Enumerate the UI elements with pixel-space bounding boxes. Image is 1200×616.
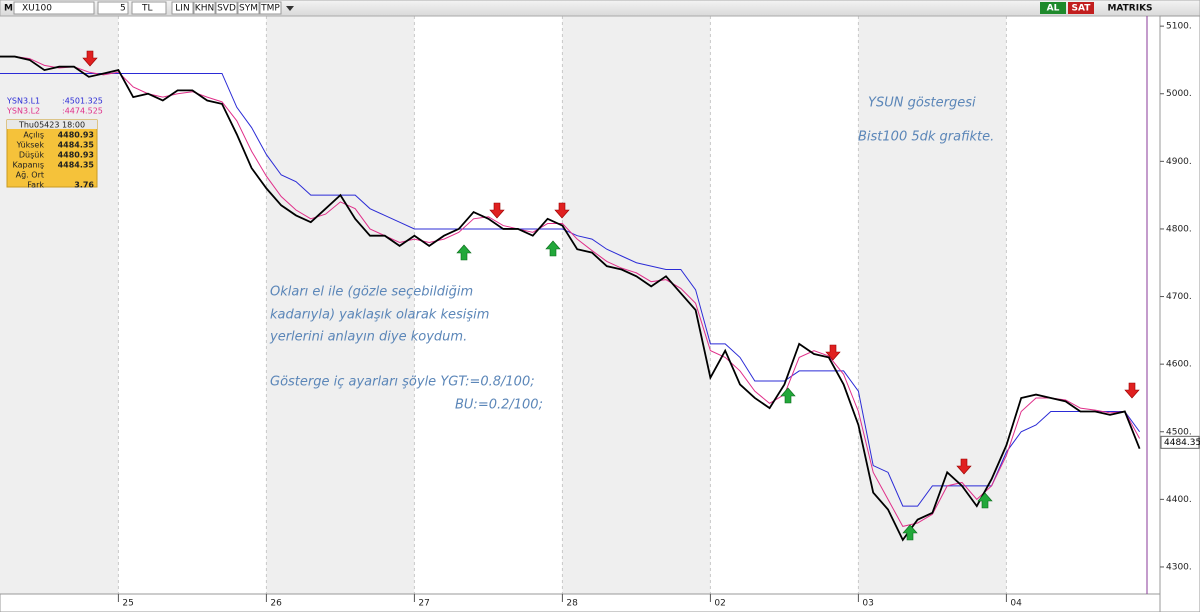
- toolbar-button-label: SVD: [217, 4, 236, 14]
- annotation: yerlerini anlayın diye koydum.: [269, 330, 467, 345]
- info-value: 4480.93: [58, 131, 94, 140]
- y-tick-label: 4500.: [1166, 427, 1192, 437]
- info-header-bg: [7, 120, 97, 129]
- buy-button[interactable]: [1040, 2, 1066, 14]
- legend-name: YSN3.L2: [6, 107, 40, 116]
- y-tick-label: 4600.: [1166, 360, 1192, 370]
- toolbar-button[interactable]: [237, 1, 260, 15]
- last-price-label: 4484.35: [1164, 438, 1200, 448]
- annotation: Bist100 5dk grafikte.: [858, 130, 994, 145]
- annotation: Okları el ile (gözle seçebildiğim: [270, 285, 473, 300]
- info-header: Thu05423 18:00: [18, 121, 85, 130]
- last-price-box: [1160, 435, 1200, 449]
- brand: MATRIKS: [1107, 4, 1152, 14]
- indicator-line: [0, 72, 1141, 507]
- price-line: [0, 55, 1141, 542]
- info-box-bg: [6, 119, 98, 188]
- x-tick-label: 04: [1010, 599, 1022, 609]
- x-tick-label: 28: [566, 599, 578, 609]
- symbol: XU100: [22, 4, 52, 14]
- toolbar-button[interactable]: [171, 1, 194, 15]
- x-axis-panel: [0, 593, 1161, 613]
- info-label: Açılış: [23, 131, 44, 140]
- info-value: 4480.93: [58, 151, 94, 160]
- annotation: kadarıyla) yaklaşık olarak kesişim: [270, 308, 489, 323]
- toolbar-button-label: LIN: [175, 4, 189, 14]
- day-band: [266, 16, 415, 594]
- day-band: [118, 16, 267, 594]
- y-tick-label: 4400.: [1166, 495, 1192, 505]
- day-band: [0, 16, 119, 594]
- toolbar-button[interactable]: [193, 1, 216, 15]
- plot-area: [0, 55, 1141, 542]
- toolbar-button-label: SYM: [239, 4, 258, 14]
- info-label: Düşük: [19, 151, 44, 160]
- info-label: Fark: [27, 181, 44, 190]
- day-band: [710, 16, 859, 594]
- legend-value: :4501.325: [62, 97, 103, 106]
- legend: YSN3.L1 :4501.325 YSN3.L2 :4474.525: [6, 97, 103, 116]
- day-bands: [0, 16, 1160, 594]
- logo: M: [4, 4, 13, 14]
- legend-name: YSN3.L1: [6, 97, 40, 106]
- sell-label: SAT: [1072, 4, 1092, 14]
- toolbar-button[interactable]: [215, 1, 238, 15]
- info-label: Yüksek: [16, 141, 45, 150]
- currency-box[interactable]: [131, 1, 167, 15]
- toolbar-button-label: KHN: [195, 4, 214, 14]
- annotation: YSUN göstergesi: [868, 96, 976, 111]
- info-value: 4484.35: [58, 141, 95, 150]
- annotation: BU:=0.2/100;: [455, 398, 543, 413]
- sell-button[interactable]: [1068, 2, 1094, 14]
- symbol-box[interactable]: [13, 1, 95, 15]
- y-tick-label: 5100.: [1166, 22, 1192, 32]
- info-label: Ağ. Ort: [16, 171, 44, 180]
- x-tick-label: 27: [418, 599, 429, 609]
- day-band: [414, 16, 563, 594]
- annotation: Gösterge iç ayarları şöyle YGT:=0.8/100;: [270, 375, 535, 390]
- x-tick-label: 25: [122, 599, 133, 609]
- legend-value: :4474.525: [62, 107, 103, 116]
- period: 5: [120, 4, 126, 14]
- info-box: Thu05423 18:00 Açılış 4480.93 Yüksek 4484.3…: [6, 119, 98, 190]
- toolbar-button[interactable]: [259, 1, 282, 15]
- y-tick-label: 5000.: [1166, 89, 1192, 99]
- y-axis-panel: [1159, 15, 1200, 613]
- x-tick-label: 02: [714, 599, 725, 609]
- day-band: [1006, 16, 1160, 594]
- info-label: Kapanış: [13, 161, 44, 170]
- x-tick-label: 03: [862, 599, 873, 609]
- y-tick-label: 4900.: [1166, 157, 1192, 167]
- x-tick-label: 26: [270, 599, 282, 609]
- day-band: [562, 16, 711, 594]
- currency: TL: [141, 4, 153, 14]
- dropdown[interactable]: [286, 6, 294, 11]
- toolbar-bg: [0, 0, 1200, 17]
- y-tick-label: 4800.: [1166, 224, 1192, 234]
- period-box[interactable]: [97, 1, 129, 15]
- buy-label: AL: [1047, 4, 1060, 14]
- indicator-line: [0, 56, 1141, 527]
- info-value: 4484.35: [58, 161, 95, 170]
- toolbar: M XU100 5 TL LIN KHN SVD SYM TMP AL SAT MATR…: [0, 0, 1200, 17]
- toolbar-button-label: TMP: [260, 4, 280, 14]
- y-tick-label: 4300.: [1166, 562, 1192, 572]
- info-value: 3.76: [74, 181, 94, 190]
- y-tick-label: 4700.: [1166, 292, 1192, 302]
